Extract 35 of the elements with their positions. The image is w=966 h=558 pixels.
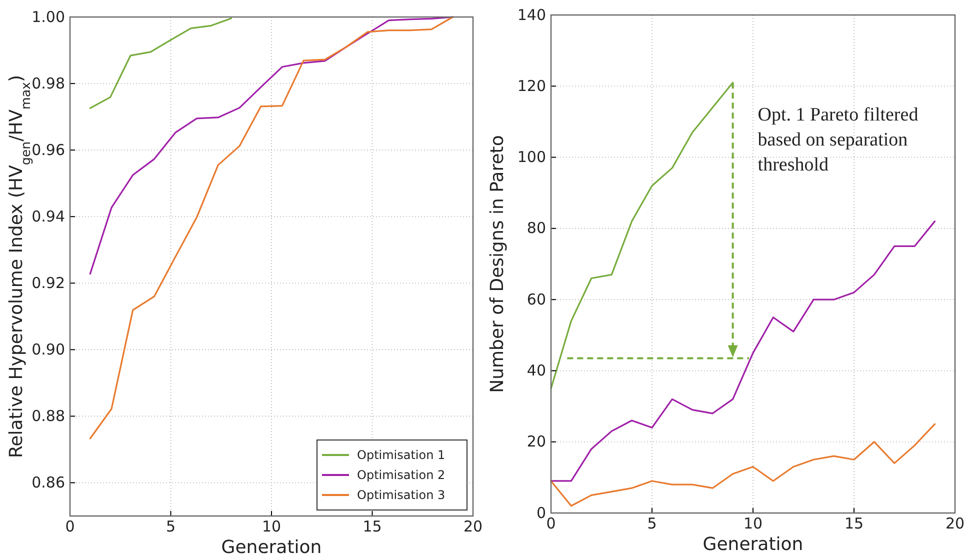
x-tick-label: 5	[647, 514, 657, 533]
y-tick-label: 40	[526, 362, 546, 380]
x-tick-label: 10	[262, 518, 282, 536]
x-tick-label: 15	[362, 518, 382, 536]
y-tick-label: 120	[517, 76, 546, 95]
x-tick-label: 15	[844, 514, 864, 533]
y-tick-label: 80	[526, 219, 546, 238]
x-axis-title: Generation	[221, 537, 322, 558]
x-tick-label: 20	[945, 514, 965, 533]
legend-label: Optimisation 1	[357, 448, 446, 462]
y-axis-title: Number of Designs in Pareto	[487, 135, 508, 393]
line-series	[89, 16, 454, 275]
y-tick-label: 0.96	[32, 140, 65, 159]
y-tick-label: 0.90	[32, 340, 65, 358]
y-tick-label: 0.94	[32, 207, 65, 226]
legend-label: Optimisation 2	[357, 468, 446, 482]
y-tick-label: 20	[526, 432, 546, 451]
y-tick-label: 0.98	[32, 74, 65, 92]
line-series	[550, 220, 936, 482]
y-tick-label: 140	[517, 6, 546, 24]
line-series	[550, 423, 936, 507]
x-tick-label: 20	[463, 518, 483, 536]
line-series	[89, 16, 454, 440]
x-tick-label: 10	[743, 514, 763, 533]
x-axis-title: Generation	[702, 534, 804, 555]
y-tick-label: 0.88	[32, 407, 65, 425]
annotation: Opt. 1 Pareto filtered based on separation threshold	[758, 104, 919, 176]
line-series	[89, 18, 232, 109]
y-tick-label: 1.00	[32, 8, 65, 26]
x-tick-label: 5	[166, 518, 176, 536]
y-tick-label: 0.92	[32, 274, 65, 292]
y-tick-label: 0.86	[32, 474, 65, 492]
y-tick-label: 100	[517, 148, 546, 166]
y-tick-label: 60	[526, 290, 546, 308]
legend-label: Optimisation 3	[357, 488, 446, 502]
